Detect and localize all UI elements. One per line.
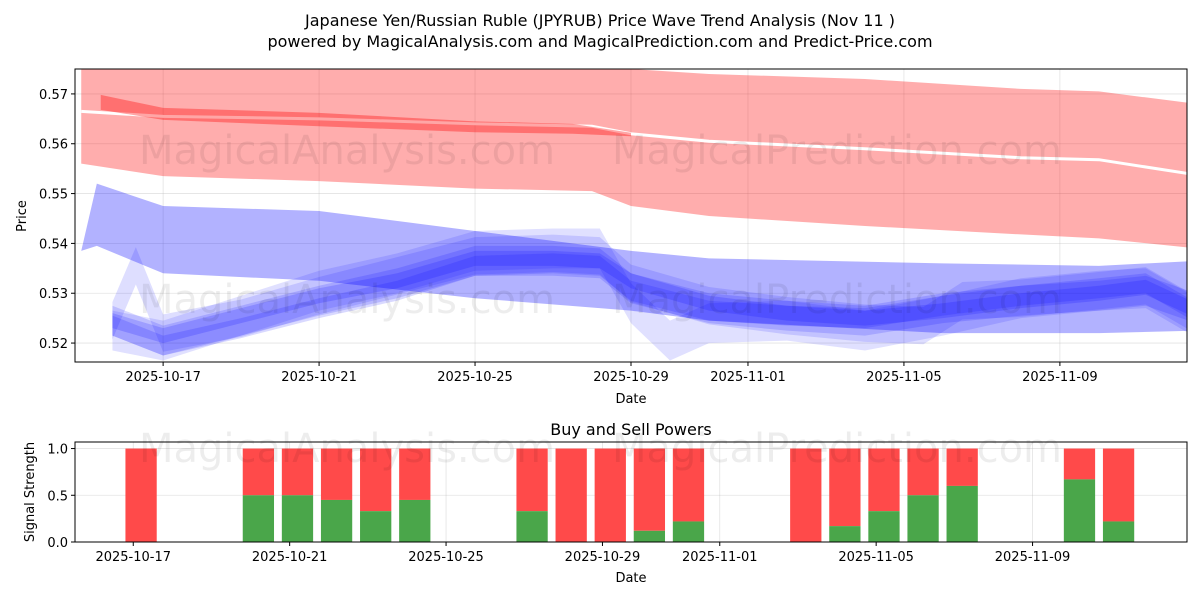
price-xlabel: Date	[615, 392, 646, 407]
sell-bar	[1063, 448, 1096, 480]
buy-bar	[1102, 521, 1135, 542]
sell-bar	[790, 448, 822, 542]
sell-bar	[320, 448, 353, 500]
signal-watermarks: MagicalAnalysis.com MagicalPrediction.co…	[139, 426, 1062, 472]
sell-bar	[125, 448, 157, 542]
signal-ylabel: Signal Strength	[23, 442, 38, 542]
x-tick-label: 2025-10-21	[252, 550, 328, 565]
sell-bar	[1102, 448, 1135, 522]
signal-xlabel: Date	[615, 571, 646, 586]
sell-bar	[907, 448, 939, 496]
signal-title: Buy and Sell Powers	[550, 420, 712, 439]
x-tick-label: 2025-11-09	[1022, 370, 1098, 385]
chart-title-line1: Japanese Yen/Russian Ruble (JPYRUB) Pric…	[304, 11, 895, 30]
price-plot: MagicalAnalysis.com MagicalPrediction.co…	[15, 68, 1188, 407]
buy-bar	[516, 511, 548, 542]
buy-bar	[946, 485, 978, 542]
blue-wave-3-band	[112, 253, 1187, 356]
buy-bar	[1063, 479, 1096, 542]
y-tick-label: 0.55	[39, 188, 68, 203]
y-tick-label: 0.54	[39, 237, 68, 252]
x-tick-label: 2025-10-29	[593, 370, 669, 385]
watermark: MagicalAnalysis.com	[139, 426, 555, 472]
price-grid	[75, 69, 1187, 362]
x-tick-label: 2025-10-21	[281, 370, 357, 385]
blue-wave-1-band	[112, 234, 1187, 352]
x-tick-label: 2025-10-29	[565, 550, 641, 565]
watermark: MagicalPrediction.com	[612, 277, 1062, 323]
x-tick-label: 2025-11-01	[682, 550, 758, 565]
x-tick-label: 2025-11-01	[710, 370, 786, 385]
buy-bar	[829, 526, 861, 542]
buy-bar	[320, 499, 353, 542]
red-outer-band	[81, 69, 1187, 248]
x-tick-label: 2025-10-17	[125, 370, 201, 385]
red-mid-band	[100, 94, 631, 137]
sell-bar	[399, 448, 431, 500]
chart-title-line2: powered by MagicalAnalysis.com and Magic…	[267, 32, 932, 51]
y-tick-label: 0.52	[39, 337, 68, 352]
price-ticks: 2025-10-17 2025-10-21 2025-10-25 2025-10-29…	[39, 88, 1098, 385]
sell-bar	[868, 448, 900, 512]
sell-bar	[594, 448, 626, 542]
x-tick-label: 2025-11-05	[866, 370, 942, 385]
watermark: MagicalAnalysis.com	[139, 128, 555, 174]
buy-bar	[907, 495, 939, 542]
buy-bar	[399, 499, 431, 542]
signal-bars	[125, 448, 1135, 542]
price-watermarks: MagicalAnalysis.com MagicalPrediction.co…	[139, 128, 1062, 323]
blue-wave-2-band	[112, 245, 1187, 356]
sell-bar	[281, 448, 314, 496]
y-tick-label: 0.53	[39, 287, 68, 302]
signal-axes-frame	[74, 441, 1188, 543]
buy-bar	[672, 521, 705, 542]
blue-wave-4-band	[112, 228, 1187, 361]
blue-outer-band	[81, 183, 1187, 334]
watermark: MagicalAnalysis.com	[139, 277, 555, 323]
sell-bar	[829, 448, 861, 527]
x-tick-label: 2025-11-05	[838, 550, 914, 565]
sell-bar	[360, 448, 392, 512]
sell-bar	[242, 448, 275, 496]
y-tick-label: 0.57	[39, 88, 68, 103]
price-ylabel: Price	[15, 200, 30, 232]
sell-bar	[672, 448, 705, 522]
y-tick-label: 1.0	[47, 443, 68, 458]
buy-bar	[868, 511, 900, 542]
watermark: MagicalPrediction.com	[612, 426, 1062, 472]
price-bands	[81, 69, 1187, 361]
red-upper-secondary-band	[81, 109, 1187, 175]
sell-bar	[633, 448, 666, 531]
x-tick-label: 2025-10-17	[95, 550, 171, 565]
buy-bar	[633, 530, 666, 542]
buy-bar	[242, 495, 275, 542]
blue-wave-5-band	[112, 250, 1187, 344]
y-tick-label: 0.56	[39, 138, 68, 153]
signal-plot: Buy and Sell Powers MagicalAnalysis.com …	[23, 420, 1188, 586]
y-tick-label: 0.5	[47, 489, 68, 504]
watermark: MagicalPrediction.com	[612, 128, 1062, 174]
y-tick-label: 0.0	[47, 536, 68, 551]
signal-ticks: 2025-10-17 2025-10-21 2025-10-25 2025-10-29…	[47, 443, 1070, 565]
sell-bar	[555, 448, 587, 542]
buy-bar	[360, 511, 392, 542]
x-tick-label: 2025-11-09	[995, 550, 1071, 565]
buy-bar	[281, 495, 314, 542]
x-tick-label: 2025-10-25	[437, 370, 513, 385]
x-tick-label: 2025-10-25	[408, 550, 484, 565]
sell-bar	[516, 448, 548, 512]
sell-bar	[946, 448, 978, 486]
